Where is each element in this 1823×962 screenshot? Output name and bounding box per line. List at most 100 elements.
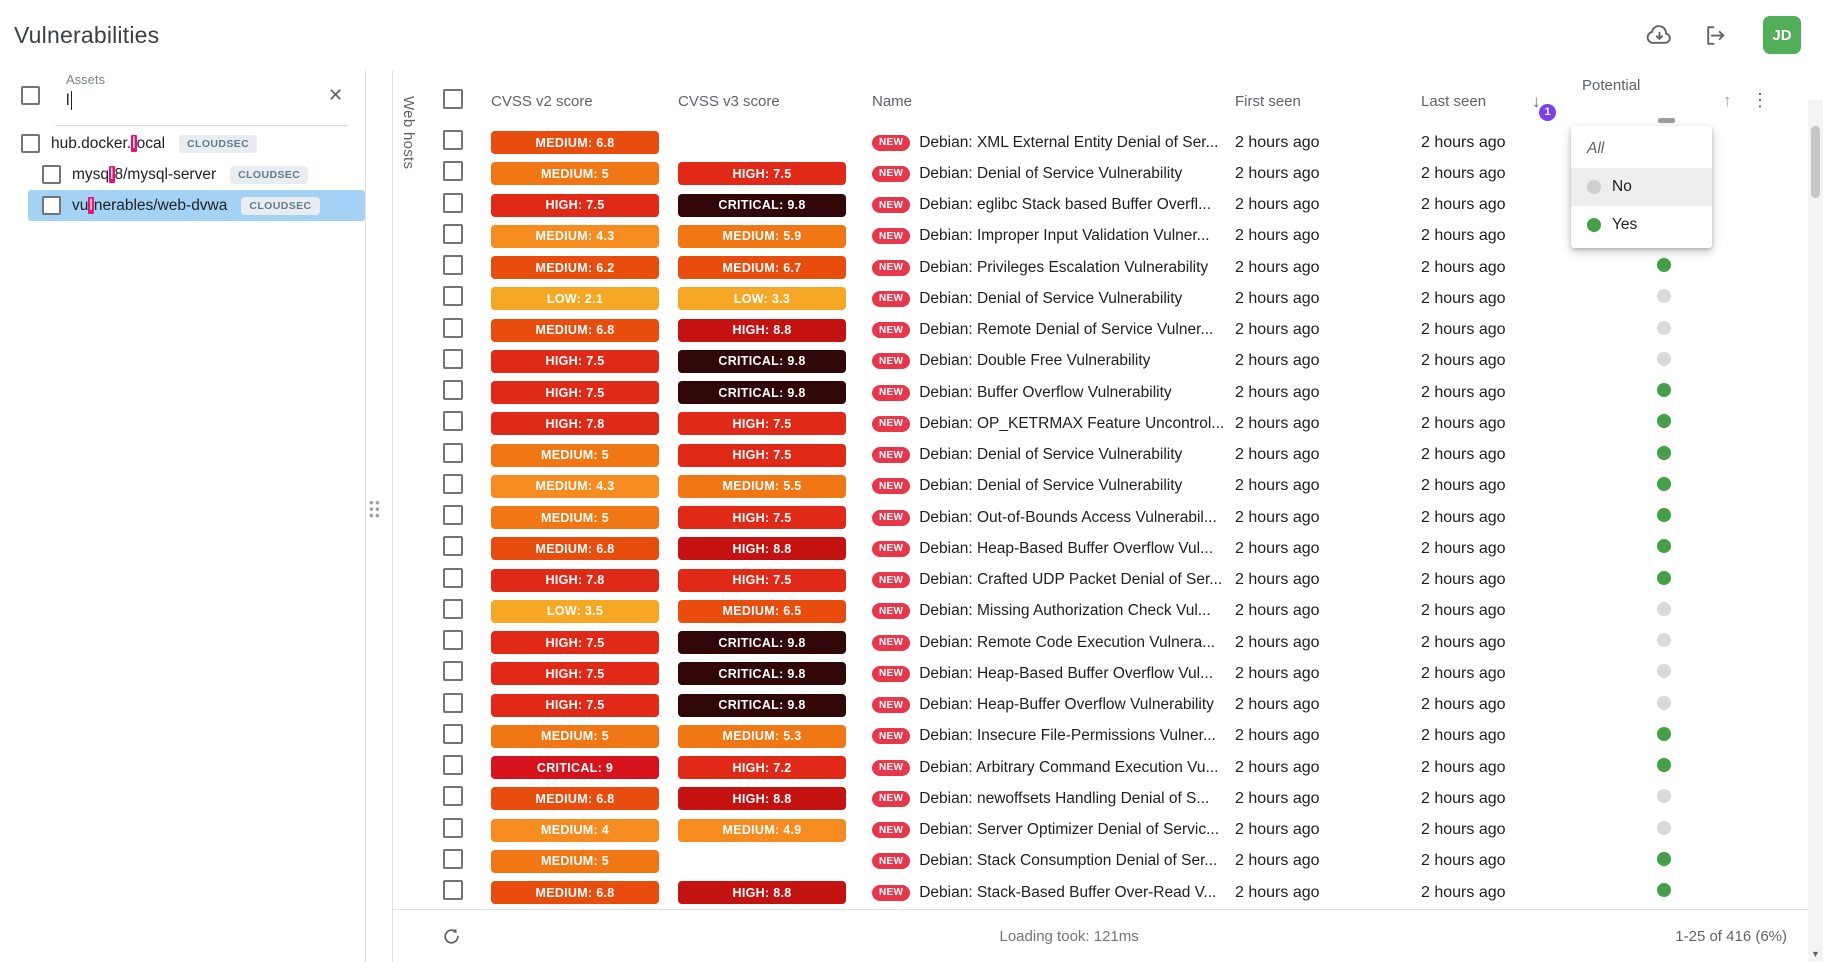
- cloud-download-icon[interactable]: [1645, 21, 1673, 49]
- vulnerability-row[interactable]: HIGH: 7.8 HIGH: 7.5 NEW Debian: OP_KETRMAX …: [393, 408, 1808, 439]
- cloudsec-badge: CLOUDSEC: [230, 165, 309, 184]
- vulnerability-row[interactable]: MEDIUM: 6.8 HIGH: 8.8 NEW Debian: Remote De…: [393, 315, 1808, 346]
- row-checkbox[interactable]: [443, 817, 463, 838]
- cvss-score-badge: HIGH: 7.5: [678, 412, 846, 436]
- row-checkbox[interactable]: [443, 411, 463, 432]
- sort-asc-icon[interactable]: ↑: [1723, 91, 1732, 110]
- row-checkbox[interactable]: [443, 692, 463, 713]
- scrollbar-down-icon[interactable]: ▼: [1811, 949, 1820, 959]
- vulnerability-row[interactable]: HIGH: 7.8 HIGH: 7.5 NEW Debian: Crafted UDP…: [393, 565, 1808, 596]
- cvss-score-badge: MEDIUM: 6.8: [491, 787, 659, 811]
- vulnerability-row[interactable]: MEDIUM: 5 HIGH: 7.5 NEW Debian: Out-of-Boun…: [393, 502, 1808, 533]
- select-all-assets-checkbox[interactable]: [21, 86, 40, 105]
- new-badge: NEW: [872, 134, 911, 151]
- row-checkbox[interactable]: [443, 255, 463, 276]
- vulnerability-name: Debian: Heap-Buffer Overflow Vulnerabili…: [919, 696, 1214, 714]
- search-input[interactable]: l: [66, 91, 73, 110]
- vertical-scrollbar[interactable]: ▼: [1808, 100, 1823, 962]
- scrollbar-thumb[interactable]: [1811, 126, 1820, 198]
- refresh-icon[interactable]: [439, 924, 463, 948]
- asset-tree-item[interactable]: vulnerables/web-dvwa CLOUDSEC: [28, 190, 365, 221]
- vulnerability-row[interactable]: HIGH: 7.5 CRITICAL: 9.8 NEW Debian: Heap-Bu…: [393, 690, 1808, 721]
- vulnerability-row[interactable]: MEDIUM: 5 HIGH: 7.5 NEW Debian: Denial of S…: [393, 440, 1808, 471]
- row-checkbox[interactable]: [443, 317, 463, 338]
- row-checkbox[interactable]: [443, 880, 463, 901]
- first-seen-value: 2 hours ago: [1235, 821, 1320, 839]
- row-checkbox[interactable]: [443, 192, 463, 213]
- potential-filter-control[interactable]: [1658, 118, 1675, 123]
- vulnerability-row[interactable]: MEDIUM: 4 MEDIUM: 4.9 NEW Debian: Server Op…: [393, 815, 1808, 846]
- row-checkbox[interactable]: [443, 223, 463, 244]
- topbar: Vulnerabilities JD: [0, 0, 1823, 70]
- asset-checkbox[interactable]: [42, 165, 61, 184]
- row-checkbox[interactable]: [443, 848, 463, 869]
- row-checkbox[interactable]: [443, 786, 463, 807]
- vulnerability-row[interactable]: MEDIUM: 6.2 MEDIUM: 6.7 NEW Debian: Privile…: [393, 252, 1808, 283]
- vulnerability-name: Debian: newoffsets Handling Denial of S.…: [919, 789, 1210, 807]
- vulnerability-row[interactable]: HIGH: 7.5 CRITICAL: 9.8 NEW Debian: Remote …: [393, 627, 1808, 658]
- vulnerability-row[interactable]: MEDIUM: 6.8 HIGH: 8.8 NEW Debian: Stack-Bas…: [393, 877, 1808, 908]
- sort-control[interactable]: ↓ 1: [1532, 91, 1557, 121]
- vulnerability-row[interactable]: MEDIUM: 5 HIGH: 7.5 NEW Debian: Denial of S…: [393, 158, 1808, 189]
- asset-tree-item[interactable]: mysql8/mysql-server CLOUDSEC: [0, 159, 365, 190]
- vulnerability-row[interactable]: MEDIUM: 5 MEDIUM: 5.3 NEW Debian: Insecure …: [393, 721, 1808, 752]
- column-header-last-seen[interactable]: Last seen: [1421, 92, 1487, 110]
- column-header-cvss-v2[interactable]: CVSS v2 score: [491, 92, 593, 110]
- row-checkbox[interactable]: [443, 567, 463, 588]
- row-checkbox[interactable]: [443, 598, 463, 619]
- row-checkbox[interactable]: [443, 505, 463, 526]
- row-checkbox[interactable]: [443, 380, 463, 401]
- row-checkbox[interactable]: [443, 442, 463, 463]
- row-checkbox[interactable]: [443, 161, 463, 182]
- row-checkbox[interactable]: [443, 536, 463, 557]
- cvss-score-badge: HIGH: 7.5: [491, 631, 659, 655]
- vulnerability-row[interactable]: MEDIUM: 4.3 MEDIUM: 5.5 NEW Debian: Denial …: [393, 471, 1808, 502]
- row-checkbox[interactable]: [443, 630, 463, 651]
- column-header-potential[interactable]: Potential: [1582, 77, 1641, 94]
- vulnerability-row[interactable]: HIGH: 7.5 CRITICAL: 9.8 NEW Debian: eglibc …: [393, 190, 1808, 221]
- row-checkbox[interactable]: [443, 755, 463, 776]
- cvss-score-badge: MEDIUM: 5: [491, 724, 659, 748]
- clear-search-icon[interactable]: ✕: [328, 85, 344, 105]
- potential-dropdown: All No Yes: [1571, 126, 1712, 248]
- new-badge: NEW: [872, 228, 911, 245]
- export-icon[interactable]: [1701, 21, 1729, 49]
- column-header-name[interactable]: Name: [872, 92, 913, 110]
- row-checkbox[interactable]: [443, 348, 463, 369]
- cvss-score-badge: MEDIUM: 5: [491, 849, 659, 873]
- vulnerability-row[interactable]: CRITICAL: 9 HIGH: 7.2 NEW Debian: Arbitrary…: [393, 752, 1808, 783]
- asset-tree-item[interactable]: hub.docker.local CLOUDSEC: [0, 128, 365, 159]
- vulnerability-row[interactable]: MEDIUM: 6.8 HIGH: 8.8 NEW Debian: newoffset…: [393, 783, 1808, 814]
- sort-desc-icon[interactable]: ↓: [1532, 91, 1541, 111]
- user-avatar[interactable]: JD: [1763, 16, 1801, 54]
- pane-resize-handle[interactable]: [369, 500, 380, 518]
- vulnerability-row[interactable]: MEDIUM: 5 NEW Debian: Stack Consumption De…: [393, 846, 1808, 877]
- row-checkbox[interactable]: [443, 473, 463, 494]
- vulnerability-row[interactable]: MEDIUM: 6.8 HIGH: 8.8 NEW Debian: Heap-Base…: [393, 533, 1808, 564]
- row-checkbox[interactable]: [443, 286, 463, 307]
- column-header-first-seen[interactable]: First seen: [1235, 92, 1301, 110]
- first-seen-value: 2 hours ago: [1235, 321, 1320, 339]
- asset-checkbox[interactable]: [42, 196, 61, 215]
- vulnerability-row[interactable]: LOW: 2.1 LOW: 3.3 NEW Debian: Denial of Ser…: [393, 283, 1808, 314]
- potential-option-no[interactable]: No: [1571, 168, 1712, 206]
- column-menu-icon[interactable]: ⋮: [1751, 90, 1769, 110]
- potential-dot: [1657, 695, 1671, 710]
- cvss-score-badge: HIGH: 7.5: [678, 162, 846, 186]
- vulnerability-row[interactable]: HIGH: 7.5 CRITICAL: 9.8 NEW Debian: Double …: [393, 346, 1808, 377]
- column-header-cvss-v3[interactable]: CVSS v3 score: [678, 92, 780, 110]
- vulnerability-row[interactable]: MEDIUM: 6.8 NEW Debian: XML External Entit…: [393, 127, 1808, 158]
- asset-checkbox[interactable]: [21, 134, 40, 153]
- row-checkbox[interactable]: [443, 661, 463, 682]
- vulnerability-row[interactable]: LOW: 3.5 MEDIUM: 6.5 NEW Debian: Missing Au…: [393, 596, 1808, 627]
- potential-option-yes[interactable]: Yes: [1571, 206, 1712, 244]
- vulnerability-row[interactable]: HIGH: 7.5 CRITICAL: 9.8 NEW Debian: Buffer …: [393, 377, 1808, 408]
- row-checkbox[interactable]: [443, 130, 463, 151]
- cvss-score-badge: CRITICAL: 9.8: [678, 631, 846, 655]
- select-all-rows-checkbox[interactable]: [443, 89, 463, 109]
- potential-option-all[interactable]: All: [1571, 130, 1712, 168]
- last-seen-value: 2 hours ago: [1421, 383, 1506, 401]
- vulnerability-row[interactable]: MEDIUM: 4.3 MEDIUM: 5.9 NEW Debian: Imprope…: [393, 221, 1808, 252]
- row-checkbox[interactable]: [443, 723, 463, 744]
- vulnerability-row[interactable]: HIGH: 7.5 CRITICAL: 9.8 NEW Debian: Heap-Ba…: [393, 658, 1808, 689]
